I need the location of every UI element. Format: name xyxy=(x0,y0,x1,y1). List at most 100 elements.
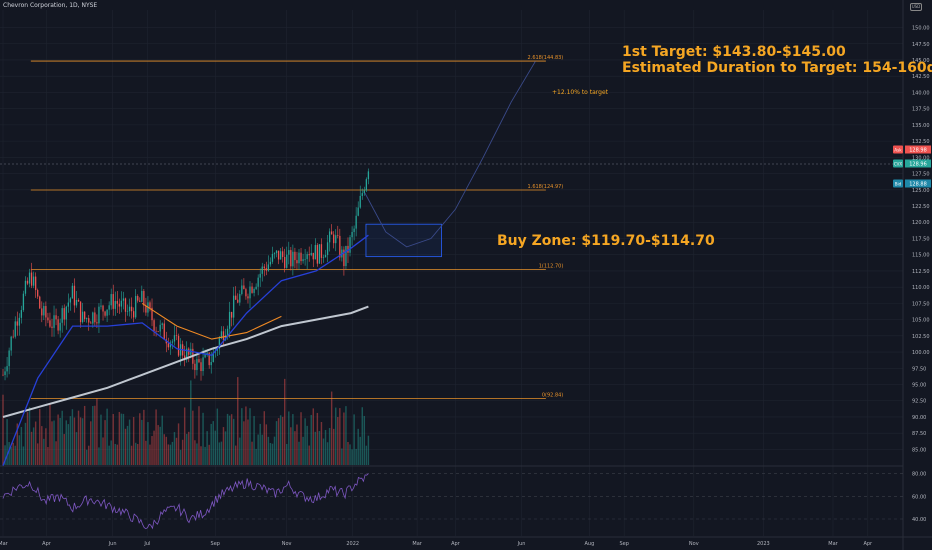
volume-bar xyxy=(226,413,229,465)
volume-bar xyxy=(249,408,251,465)
price-labels: Ask 128.98 CVX 128.96 Bid 128.88 xyxy=(0,145,931,188)
candle-body xyxy=(269,261,272,265)
volume-bar xyxy=(30,431,33,465)
candle-body xyxy=(216,348,218,351)
volume-bar xyxy=(335,407,337,465)
candle-body xyxy=(153,320,155,331)
candle-body xyxy=(104,311,106,316)
volume-bar xyxy=(337,416,339,465)
candle-body xyxy=(322,257,325,258)
candle-body xyxy=(288,250,290,255)
price-tag-name: Bid xyxy=(895,182,902,187)
rsi-tick-label: 40.00 xyxy=(912,517,926,523)
rsi-tick-label: 80.00 xyxy=(912,472,926,478)
candle-body xyxy=(28,272,31,284)
candle-body xyxy=(90,322,92,324)
volume-bar xyxy=(292,414,294,465)
candle-body xyxy=(257,277,259,287)
volume-bar xyxy=(212,421,214,465)
volume-bar xyxy=(167,444,170,465)
price-tag-value: 128.88 xyxy=(909,182,927,188)
volume-bar xyxy=(4,445,6,465)
price-tick-label: 112.50 xyxy=(912,269,930,275)
volume-bar xyxy=(263,411,266,465)
volume-bar xyxy=(316,412,319,465)
fib-label: 0(92.84) xyxy=(542,393,563,399)
price-tick-label: 125.00 xyxy=(912,188,930,194)
volume-bar xyxy=(255,448,257,465)
volume-bar xyxy=(351,449,353,465)
rsi-tick-label: 60.00 xyxy=(912,494,926,500)
candle-body xyxy=(310,252,312,256)
candle-body xyxy=(88,318,90,323)
time-tick-label: Jun xyxy=(108,541,117,547)
currency-badge[interactable]: USD xyxy=(910,3,922,11)
volume-bar xyxy=(357,428,359,465)
candle-body xyxy=(333,234,335,244)
volume-bar xyxy=(173,432,176,465)
candle-body xyxy=(290,250,292,267)
volume-bar xyxy=(216,408,219,465)
volume-bar xyxy=(126,425,129,465)
candle-body xyxy=(220,331,223,339)
candle-body xyxy=(304,259,306,260)
volume-bar xyxy=(83,405,86,465)
volume-bar xyxy=(190,380,192,465)
price-tag-value-bg xyxy=(905,179,931,188)
candle-body xyxy=(124,298,127,312)
candle-body xyxy=(41,308,43,316)
price-tick-label: 85.00 xyxy=(912,447,926,453)
candle-body xyxy=(75,299,78,306)
volume-bar xyxy=(177,423,180,465)
candle-body xyxy=(14,321,16,337)
candle-body xyxy=(96,322,98,324)
price-tick-label: 107.50 xyxy=(912,301,930,307)
volume-bar xyxy=(22,446,25,465)
volume-bar xyxy=(322,438,325,465)
volume-bar xyxy=(171,441,174,465)
price-tag-value-bg xyxy=(905,159,931,168)
volume-bar xyxy=(247,419,249,465)
volume-bar xyxy=(320,421,323,465)
price-tick-label: 142.50 xyxy=(912,74,930,80)
volume-bar xyxy=(124,428,127,465)
volume-bar xyxy=(328,428,331,465)
candle-body xyxy=(112,294,114,309)
volume-bar xyxy=(67,424,70,465)
time-tick-label: Sep xyxy=(619,541,628,547)
volume-bar xyxy=(314,431,317,465)
candle-body xyxy=(339,235,341,258)
candle-body xyxy=(18,317,20,326)
candle-body xyxy=(292,251,294,267)
candle-body xyxy=(294,251,296,261)
candle-body xyxy=(200,362,202,372)
volume-bar xyxy=(104,420,106,465)
rsi-line xyxy=(2,473,369,530)
volume-bar xyxy=(192,410,194,465)
volume-bar xyxy=(298,441,300,465)
volume-bar xyxy=(59,417,61,465)
candle-body xyxy=(247,296,249,299)
price-tick-label: 150.00 xyxy=(912,26,930,32)
candle-body xyxy=(279,251,282,260)
time-tick-label: Mar xyxy=(828,541,838,547)
candle-body xyxy=(155,330,157,332)
candle-body xyxy=(57,319,59,331)
candle-body xyxy=(161,323,163,325)
volume-bar xyxy=(116,444,119,465)
candle-body xyxy=(10,336,12,351)
time-tick-label: Mar xyxy=(412,541,422,547)
time-tick-label: 2023 xyxy=(757,541,770,547)
volume-bar xyxy=(361,407,363,465)
volume-bar xyxy=(79,417,82,465)
price-tick-label: 110.00 xyxy=(912,285,930,291)
candle-body xyxy=(106,309,108,316)
candle-body xyxy=(243,285,245,290)
candle-body xyxy=(361,193,363,196)
volume-bar xyxy=(139,413,141,465)
ma-orange-line xyxy=(141,302,282,340)
price-tick-label: 120.00 xyxy=(912,220,930,226)
volume-bar xyxy=(363,415,366,465)
